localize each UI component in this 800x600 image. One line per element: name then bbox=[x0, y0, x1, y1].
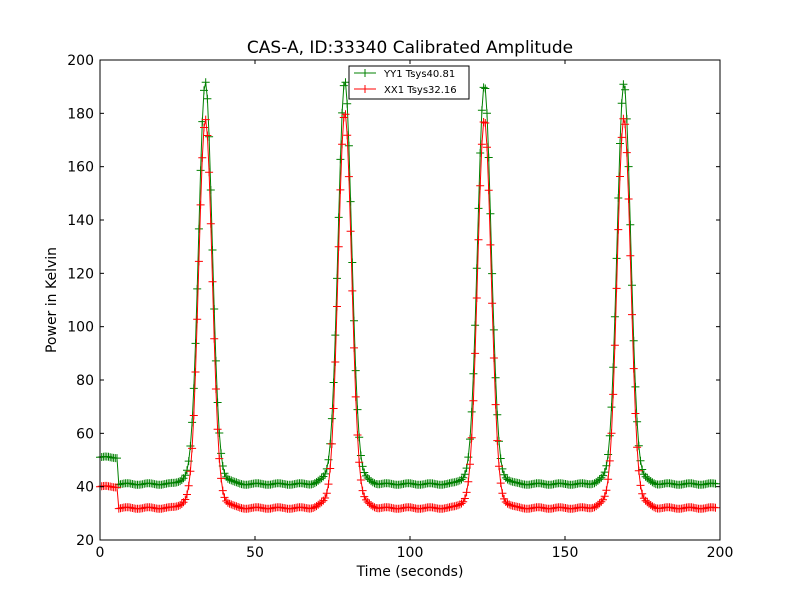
x-tick-label: 50 bbox=[246, 545, 264, 561]
legend-label-xx1: XX1 Tsys32.16 bbox=[384, 85, 457, 96]
y-tick-label: 180 bbox=[67, 106, 94, 122]
y-tick-label: 160 bbox=[67, 160, 94, 176]
x-tick-label: 100 bbox=[397, 545, 424, 561]
x-tick-label: 0 bbox=[96, 545, 105, 561]
y-tick-label: 200 bbox=[67, 53, 94, 69]
legend: YY1 Tsys40.81 XX1 Tsys32.16 bbox=[348, 65, 470, 100]
y-tick-label: 100 bbox=[67, 320, 94, 336]
series-layer bbox=[96, 78, 720, 513]
y-tick-label: 80 bbox=[76, 373, 94, 389]
x-tick-label: 150 bbox=[552, 545, 579, 561]
legend-label-yy1: YY1 Tsys40.81 bbox=[383, 69, 455, 80]
chart-title: CAS-A, ID:33340 Calibrated Amplitude bbox=[247, 38, 573, 58]
y-tick-label: 20 bbox=[76, 533, 94, 549]
legend-marker-yy1 bbox=[361, 69, 369, 77]
legend-box bbox=[348, 65, 470, 100]
y-axis-label: Power in Kelvin bbox=[44, 247, 60, 353]
legend-marker-xx1 bbox=[361, 85, 369, 93]
y-tick-label: 40 bbox=[76, 480, 94, 496]
x-axis-label: Time (seconds) bbox=[356, 564, 464, 580]
y-tick-label: 60 bbox=[76, 426, 94, 442]
axes-layer: 0 50 100 150 200 20 40 60 80 100 120 140 160 180 200 bbox=[67, 53, 733, 561]
y-tick-label: 140 bbox=[67, 213, 94, 229]
x-tick-label: 200 bbox=[707, 545, 734, 561]
y-tick-label: 120 bbox=[67, 266, 94, 282]
